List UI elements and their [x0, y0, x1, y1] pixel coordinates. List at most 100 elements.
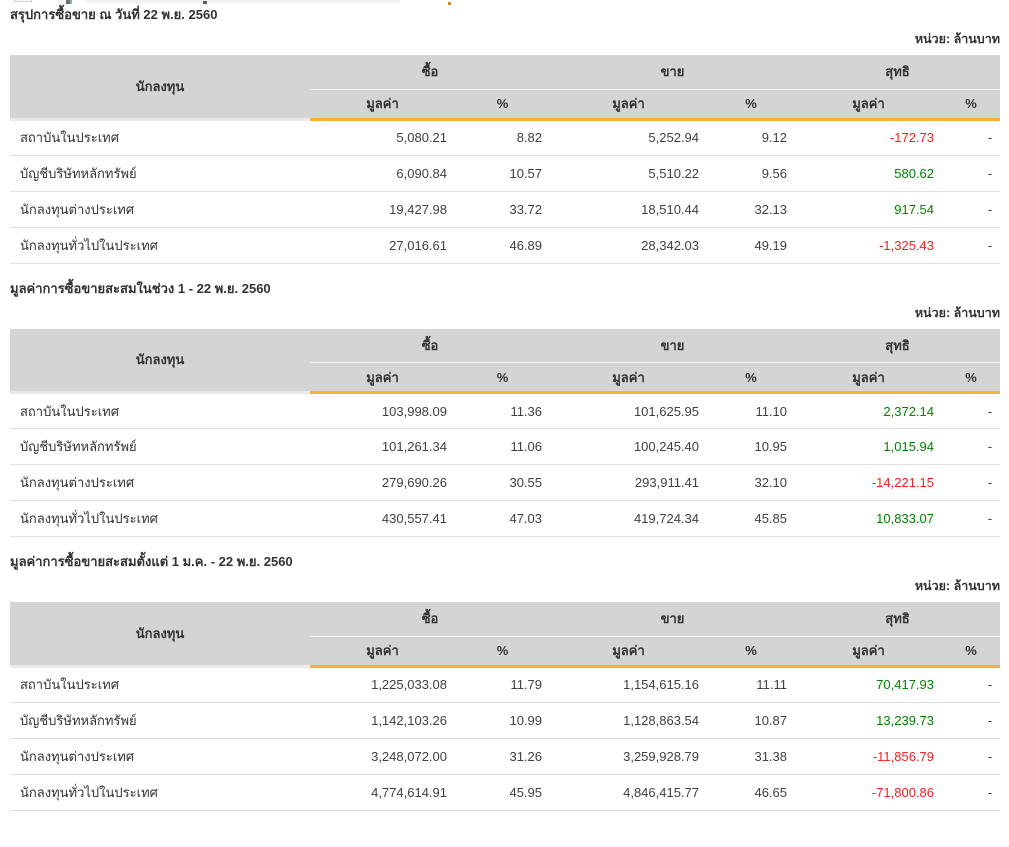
table-row: นักลงทุนต่างประเทศ 3,248,072.00 31.26 3,259… [10, 738, 1001, 775]
buy-percent-cell: 8.82 [455, 119, 551, 156]
buy-percent-cell: 47.03 [455, 500, 551, 537]
buy-percent-cell: 31.26 [455, 738, 551, 775]
investor-summary-table: นักลงทุน ซื้อ ขาย สุทธิ มูลค่า % มูลค่า … [10, 55, 1001, 264]
unit-label: หน่วย: ล้านบาท [914, 32, 1000, 46]
table-row: บัญชีบริษัทหลักทรัพย์ 1,142,103.26 10.99 1,… [10, 702, 1001, 739]
table-row: นักลงทุนทั่วไปในประเทศ 430,557.41 47.03 419… [10, 500, 1001, 537]
sell-percent-cell: 10.87 [707, 702, 796, 739]
subheader-buy-value: มูลค่า [310, 636, 455, 668]
sell-value-cell: 101,625.95 [550, 392, 708, 429]
net-percent-cell: - [942, 702, 1001, 739]
investor-summary-table: นักลงทุน ซื้อ ขาย สุทธิ มูลค่า % มูลค่า … [10, 328, 1001, 537]
investor-name: บัญชีบริษัทหลักทรัพย์ [10, 428, 310, 465]
section-title: สรุปการซื้อขาย ณ วันที่ 22 พ.ย. 2560 [10, 7, 218, 22]
subheader-buy-value: มูลค่า [310, 362, 455, 394]
buy-value-cell: 5,080.21 [310, 119, 455, 156]
table-row: บัญชีบริษัทหลักทรัพย์ 6,090.84 10.57 5,510.… [10, 155, 1001, 192]
sell-percent-cell: 10.95 [707, 428, 796, 465]
net-value-cell: -71,800.86 [795, 774, 943, 811]
unit-label: หน่วย: ล้านบาท [914, 305, 1000, 320]
sell-percent-cell: 49.19 [707, 227, 796, 264]
investor-name: นักลงทุนต่างประเทศ [10, 464, 310, 501]
table-row: นักลงทุนทั่วไปในประเทศ 27,016.61 46.89 28,3… [10, 227, 1001, 264]
column-header-sell: ขาย [550, 602, 796, 637]
column-header-buy: ซื้อ [310, 328, 551, 363]
subheader-sell-value: มูลค่า [550, 362, 708, 394]
trading-summary-page: สรุปการซื้อขาย ณ วันที่ 22 พ.ย. 2560 หน่… [0, 6, 1009, 811]
investor-name: บัญชีบริษัทหลักทรัพย์ [10, 155, 310, 192]
sell-percent-cell: 11.10 [707, 392, 796, 429]
buy-percent-cell: 11.06 [455, 428, 551, 465]
net-value-cell: -172.73 [795, 119, 943, 156]
cropped-glyph-fragment [448, 2, 451, 5]
buy-value-cell: 101,261.34 [310, 428, 455, 465]
subheader-net-percent: % [942, 636, 1001, 668]
buy-percent-cell: 10.57 [455, 155, 551, 192]
column-header-buy: ซื้อ [310, 55, 551, 90]
net-percent-cell: - [942, 392, 1001, 429]
sell-value-cell: 5,252.94 [550, 119, 708, 156]
cropped-top-ui-remnant [0, 0, 1009, 5]
sell-value-cell: 419,724.34 [550, 500, 708, 537]
sell-value-cell: 293,911.41 [550, 464, 708, 501]
buy-percent-cell: 11.36 [455, 392, 551, 429]
investor-name: สถาบันในประเทศ [10, 119, 310, 156]
buy-value-cell: 27,016.61 [310, 227, 455, 264]
column-header-investor: นักลงทุน [10, 602, 310, 668]
sell-percent-cell: 31.38 [707, 738, 796, 775]
net-value-cell: -1,325.43 [795, 227, 943, 264]
buy-value-cell: 103,998.09 [310, 392, 455, 429]
sell-value-cell: 18,510.44 [550, 191, 708, 228]
subheader-net-percent: % [942, 89, 1001, 121]
buy-value-cell: 430,557.41 [310, 500, 455, 537]
buy-percent-cell: 45.95 [455, 774, 551, 811]
subheader-net-percent: % [942, 362, 1001, 394]
subheader-buy-percent: % [455, 636, 551, 668]
buy-value-cell: 1,225,033.08 [310, 666, 455, 703]
section-title: มูลค่าการซื้อขายสะสมในช่วง 1 - 22 พ.ย. 2… [10, 280, 271, 296]
buy-percent-cell: 33.72 [455, 191, 551, 228]
sell-value-cell: 28,342.03 [550, 227, 708, 264]
subheader-sell-percent: % [707, 362, 796, 394]
investor-name: นักลงทุนทั่วไปในประเทศ [10, 500, 310, 537]
net-percent-cell: - [942, 774, 1001, 811]
investor-name: บัญชีบริษัทหลักทรัพย์ [10, 702, 310, 739]
net-value-cell: 2,372.14 [795, 392, 943, 429]
sell-percent-cell: 32.13 [707, 191, 796, 228]
sell-value-cell: 3,259,928.79 [550, 738, 708, 775]
investor-name: นักลงทุนทั่วไปในประเทศ [10, 227, 310, 264]
sell-value-cell: 4,846,415.77 [550, 774, 708, 811]
subheader-sell-value: มูลค่า [550, 89, 708, 121]
net-value-cell: 70,417.93 [795, 666, 943, 703]
buy-value-cell: 279,690.26 [310, 464, 455, 501]
column-header-net: สุทธิ [795, 602, 1001, 637]
subheader-buy-percent: % [455, 89, 551, 121]
cropped-glyph-fragment [203, 1, 207, 4]
sell-percent-cell: 9.56 [707, 155, 796, 192]
net-percent-cell: - [942, 227, 1001, 264]
column-header-investor: นักลงทุน [10, 328, 310, 394]
net-value-cell: 917.54 [795, 191, 943, 228]
column-header-sell: ขาย [550, 55, 796, 90]
buy-percent-cell: 10.99 [455, 702, 551, 739]
subheader-net-value: มูลค่า [795, 362, 943, 394]
buy-percent-cell: 46.89 [455, 227, 551, 264]
column-header-investor: นักลงทุน [10, 55, 310, 121]
net-value-cell: -11,856.79 [795, 738, 943, 775]
section-daily-summary: สรุปการซื้อขาย ณ วันที่ 22 พ.ย. 2560 หน่… [10, 6, 1001, 264]
net-value-cell: -14,221.15 [795, 464, 943, 501]
cropped-bar-fragment [85, 0, 400, 3]
net-percent-cell: - [942, 428, 1001, 465]
net-value-cell: 580.62 [795, 155, 943, 192]
buy-value-cell: 19,427.98 [310, 191, 455, 228]
section-ytd-summary: มูลค่าการซื้อขายสะสมตั้งแต่ 1 ม.ค. - 22 … [10, 553, 1001, 811]
buy-value-cell: 3,248,072.00 [310, 738, 455, 775]
unit-label: หน่วย: ล้านบาท [914, 579, 1000, 593]
investor-name: สถาบันในประเทศ [10, 392, 310, 429]
sell-percent-cell: 11.11 [707, 666, 796, 703]
sell-percent-cell: 46.65 [707, 774, 796, 811]
net-percent-cell: - [942, 119, 1001, 156]
net-value-cell: 10,833.07 [795, 500, 943, 537]
investor-name: นักลงทุนทั่วไปในประเทศ [10, 774, 310, 811]
subheader-buy-percent: % [455, 362, 551, 394]
